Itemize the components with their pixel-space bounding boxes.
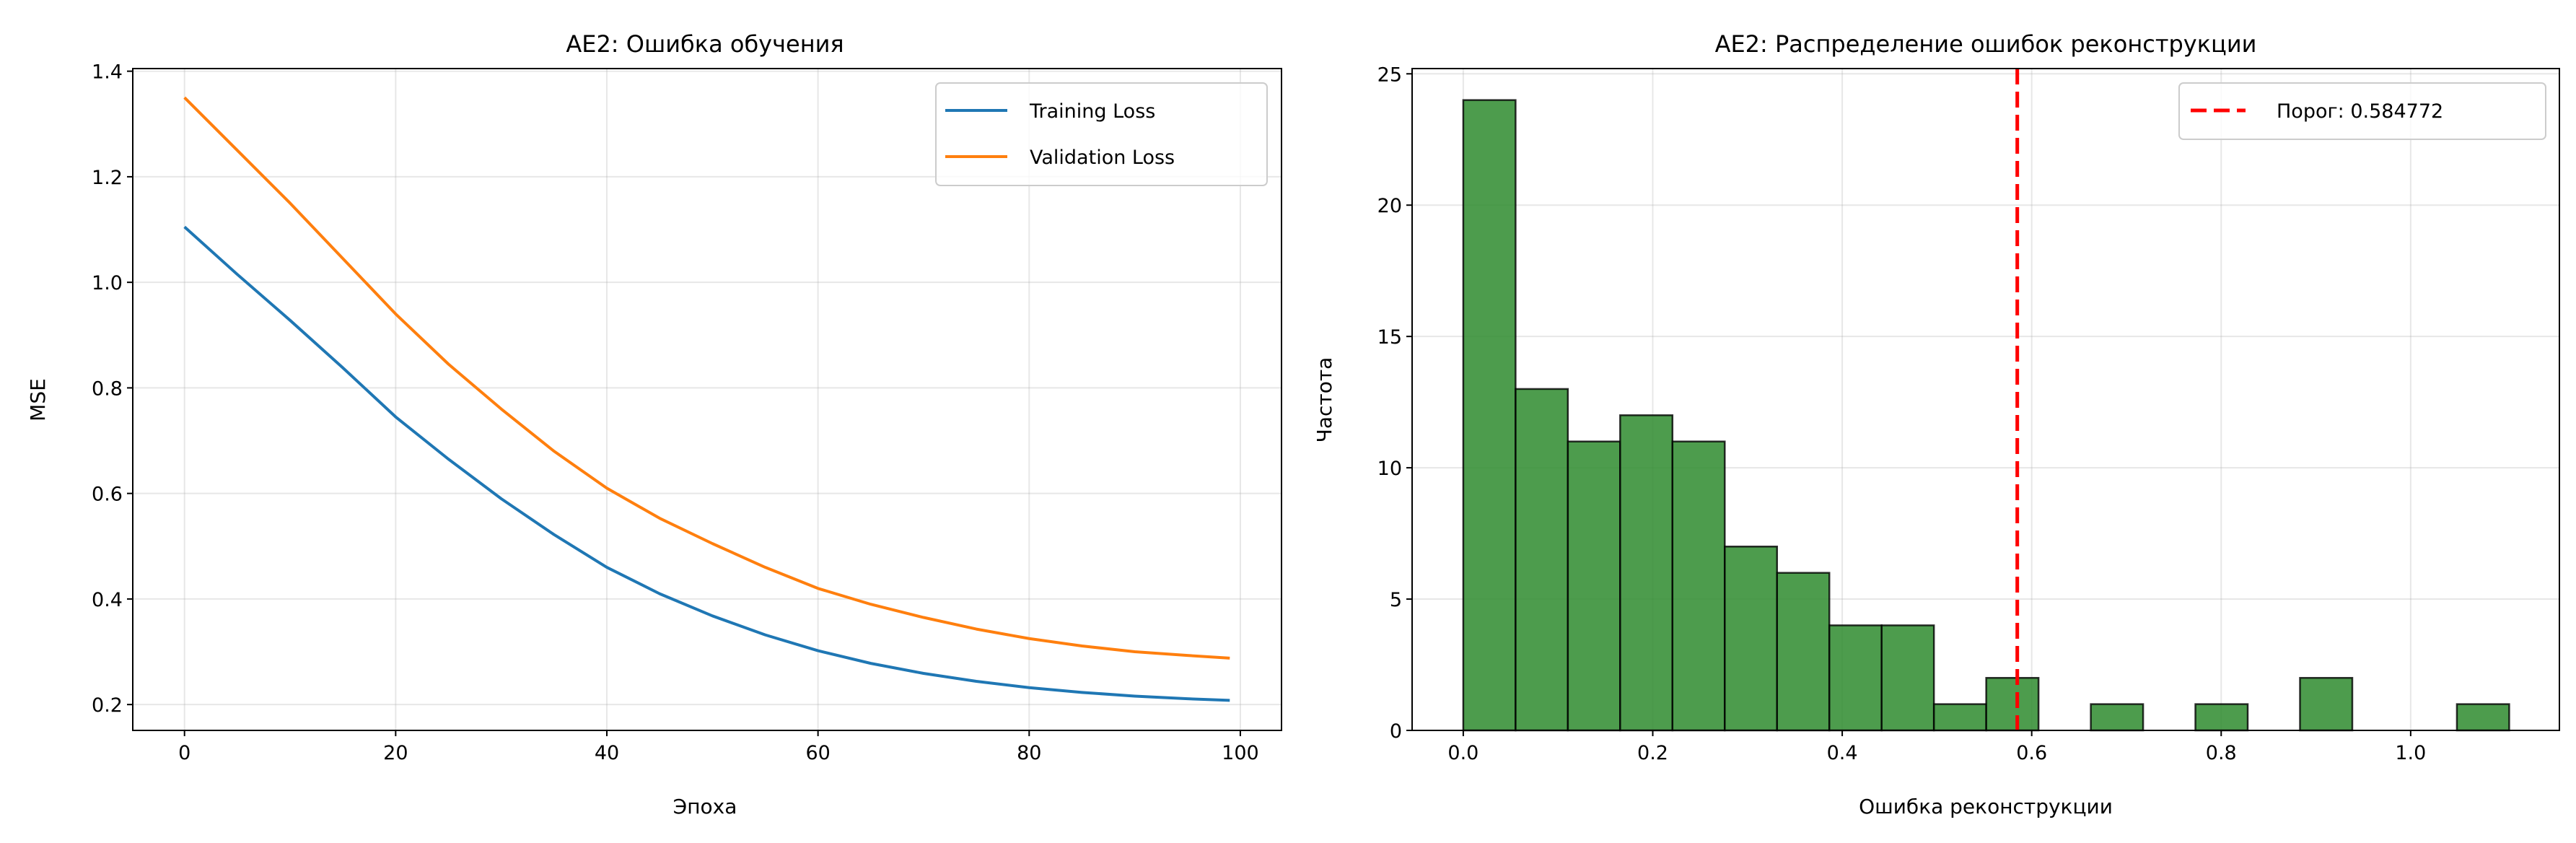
legend-box [935,82,1268,186]
x-tick-label: 0 [178,742,190,764]
y-tick-label: 10 [1377,458,1402,480]
histogram-bar [2090,703,2145,732]
histogram-bar [1515,388,1569,732]
x-tick-label: 0.8 [2206,742,2237,764]
error-histogram-chart: AE2: Распределение ошибок реконструкции … [1313,30,2560,818]
y-axis-label: Частота [1313,357,1336,443]
x-tick-label: 20 [383,742,408,764]
histogram-bar [1462,99,1517,732]
chart-title: AE2: Распределение ошибок реконструкции [1715,30,2257,58]
legend-label: Validation Loss [1030,147,1175,169]
y-tick-label: 0.6 [92,484,123,506]
y-tick-label: 1.2 [92,167,123,189]
axes-frame [132,68,1282,731]
legend-label: Порог: 0.584772 [2277,100,2443,123]
y-tick-label: 0.4 [92,589,123,611]
y-tick-label: 20 [1377,195,1402,217]
legend-label: Training Loss [1029,100,1155,123]
histogram-bar [1776,572,1831,732]
histogram-bar [1567,440,1621,732]
y-tick-label: 0.2 [92,694,123,717]
histogram-bar [1619,414,1674,732]
histogram-bar [1828,624,1883,732]
x-tick-label: 60 [805,742,830,764]
histogram-bar [1671,440,1726,732]
legend-box [2178,82,2546,140]
axes-frame [1411,68,2560,731]
y-axis-label: MSE [26,378,50,422]
histogram-bar [1932,703,1987,732]
y-tick-label: 1.4 [92,61,123,84]
y-tick-label: 0 [1390,720,1402,743]
series-line-training-loss [183,225,1230,702]
histogram-bar [1985,676,2040,732]
chart-title: AE2: Ошибка обучения [566,30,844,58]
y-tick-label: 1.0 [92,272,123,294]
x-tick-label: 0.4 [1827,742,1858,764]
histogram-bar [2455,703,2510,732]
x-axis-label: Эпоха [673,795,737,818]
x-tick-label: 0.6 [2016,742,2047,764]
x-tick-label: 40 [595,742,619,764]
y-tick-label: 5 [1390,589,1402,611]
y-tick-label: 25 [1377,64,1402,86]
histogram-bar [1880,624,1935,732]
x-axis-label: Ошибка реконструкции [1859,795,2113,818]
legend: Порог: 0.584772 [2178,82,2546,140]
histogram-bar [1724,546,1779,732]
x-tick-label: 100 [1222,742,1259,764]
y-tick-label: 0.8 [92,377,123,400]
x-tick-label: 0.2 [1637,742,1668,764]
histogram-bar [2194,703,2249,732]
x-tick-label: 0.0 [1447,742,1478,764]
legend: Training Loss Validation Loss [935,82,1268,186]
training-loss-chart: AE2: Ошибка обучения Эпоха MSE 0 20 40 60 80… [26,30,1282,818]
x-tick-label: 1.0 [2395,742,2426,764]
series-line-validation-loss [183,96,1230,660]
y-tick-label: 15 [1377,326,1402,349]
histogram-bar [2299,676,2354,732]
x-tick-label: 80 [1017,742,1041,764]
